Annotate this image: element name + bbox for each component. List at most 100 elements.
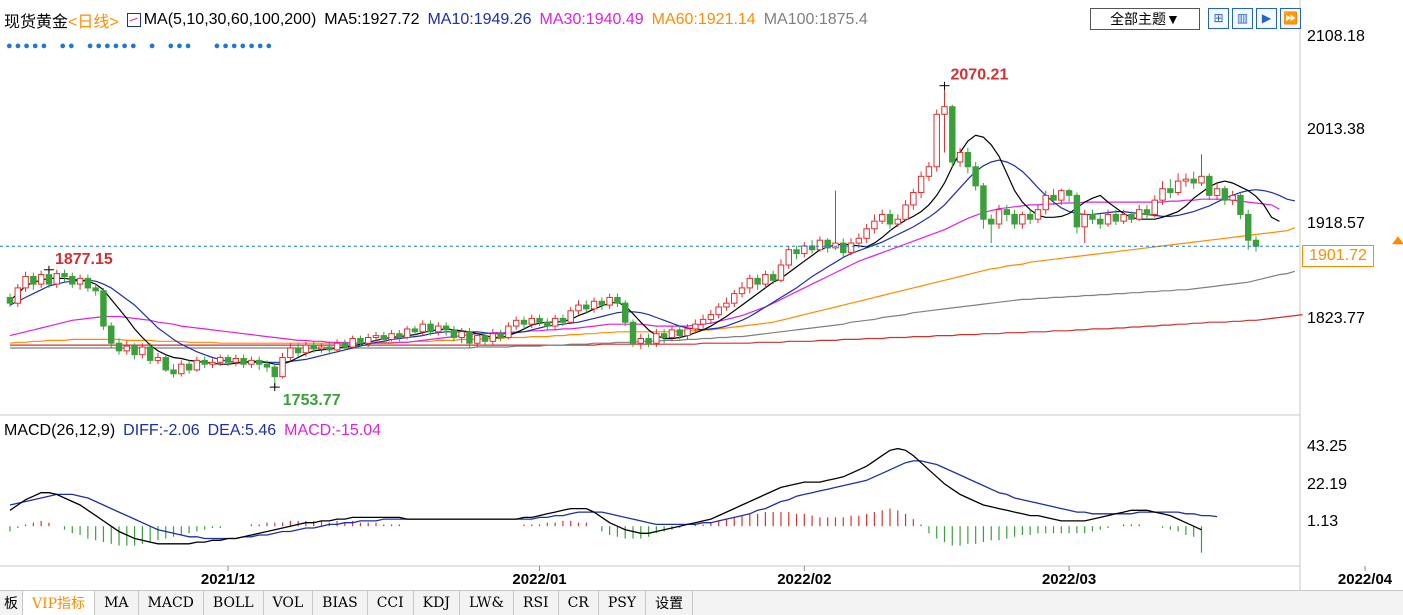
candle-body-down — [442, 325, 450, 331]
macd-dea-value: DEA:5.46 — [207, 422, 277, 439]
candle-body-up — [154, 357, 162, 361]
candle-body-down — [224, 357, 232, 363]
candle-body-down — [481, 335, 489, 342]
macd-tick-2: 22.19 — [1307, 476, 1348, 493]
candle-body-up — [1034, 209, 1042, 220]
tab-kdj[interactable]: KDJ — [414, 591, 460, 615]
play-icon[interactable]: ▶ — [1256, 8, 1277, 29]
candle-body-down — [170, 369, 177, 375]
ma5-line — [9, 134, 1280, 365]
candle-body-up — [684, 328, 691, 337]
tab-cci[interactable]: CCI — [368, 591, 414, 615]
candle-body-up — [333, 342, 341, 351]
candle-body-up — [1159, 188, 1166, 201]
main-chart-header: 现货黄金 <日线> MA(5,10,30,60,100,200) MA5:192… — [4, 8, 876, 32]
candle-body-down — [100, 290, 107, 327]
candle-body-down — [1097, 218, 1104, 225]
candle-body-up — [209, 361, 216, 365]
high-label: 2070.21 — [951, 67, 1009, 84]
tab-lw[interactable]: LW& — [460, 591, 514, 615]
tab-board[interactable]: 板 — [0, 591, 23, 615]
candle-body-up — [76, 277, 84, 285]
candle-body-up — [692, 323, 699, 330]
candle-body-down — [396, 333, 403, 339]
tab-boll[interactable]: BOLL — [204, 591, 264, 615]
candle-body-down — [1128, 213, 1135, 220]
x-tick-label-1: 2022/01 — [512, 571, 566, 588]
price-tick-1: 2108.18 — [1307, 28, 1365, 45]
candle-body-up — [248, 359, 255, 365]
candle-body-up — [1135, 209, 1143, 220]
period-selector[interactable]: <日线> — [68, 14, 119, 31]
macd-diff-value: DIFF:-2.06 — [123, 422, 200, 439]
candle-body-up — [832, 242, 839, 249]
candle-body-up — [917, 175, 925, 194]
candle-body-down — [614, 296, 621, 304]
candle-body-down — [380, 335, 388, 340]
candle-body-up — [777, 264, 785, 281]
candle-body-up — [1058, 190, 1065, 201]
candle-body-down — [185, 363, 193, 371]
grid-icon[interactable]: ⊞ — [1208, 8, 1229, 29]
chart-canvas[interactable]: 2021/12 2022/01 2022/02 2022/03 2022/04 2070.… — [0, 0, 1403, 590]
candle-body-up — [590, 300, 598, 310]
theme-select[interactable]: 全部主题▼ — [1090, 8, 1200, 30]
candle-body-up — [653, 333, 660, 344]
candle-body-down — [146, 346, 154, 361]
candle-body-up — [1120, 213, 1127, 222]
tab-bias[interactable]: BIAS — [313, 591, 368, 615]
tab-settings[interactable]: 设置 — [646, 591, 694, 615]
macd-macd-value: MACD:-15.04 — [284, 422, 382, 439]
candle-body-down — [310, 344, 317, 350]
ma-indicator-icon[interactable] — [126, 13, 141, 27]
candle-body-up — [123, 345, 131, 352]
tab-vip[interactable]: VIP指标 — [23, 591, 96, 615]
ma10-line — [9, 159, 1296, 363]
candle-body-down — [201, 359, 208, 365]
tab-cr[interactable]: CR — [559, 591, 599, 615]
candle-body-down — [559, 317, 567, 323]
candle-body-up — [1042, 194, 1049, 211]
candle-body-up — [458, 331, 465, 339]
macd-tick-1: 43.25 — [1307, 438, 1348, 455]
candle-body-up — [1182, 178, 1190, 182]
ma100-value: MA100:1875.4 — [763, 11, 868, 28]
candle-body-down — [240, 357, 247, 365]
candle-body-down — [30, 275, 37, 285]
candle-body-up — [575, 304, 582, 312]
candle-body-down — [1143, 209, 1151, 215]
ma30-line — [9, 198, 1280, 344]
tab-ma[interactable]: MA — [95, 591, 139, 615]
tab-macd[interactable]: MACD — [139, 591, 204, 615]
x-tick-label-2: 2022/02 — [777, 571, 831, 588]
candle-body-down — [754, 277, 761, 285]
tab-rsi[interactable]: RSI — [514, 591, 559, 615]
candle-body-up — [738, 287, 746, 295]
candle-body-down — [1167, 188, 1174, 194]
ma-params[interactable]: MA(5,10,30,60,100,200) — [143, 11, 317, 28]
tab-vol[interactable]: VOL — [264, 591, 314, 615]
price-tick-3: 1918.57 — [1307, 215, 1365, 232]
candle-body-up — [902, 204, 909, 220]
candle-body-up — [551, 317, 559, 327]
tab-psy[interactable]: PSY — [599, 591, 647, 615]
candle-body-up — [1174, 180, 1182, 194]
candle-body-up — [715, 306, 722, 316]
macd-params[interactable]: MACD(26,12,9) — [4, 422, 116, 439]
candle-body-down — [131, 345, 138, 356]
low-label: 1753.77 — [283, 392, 341, 409]
candle-body-down — [326, 346, 333, 351]
candle-body-down — [1190, 178, 1197, 184]
columns-icon[interactable]: ▥ — [1232, 8, 1253, 29]
candle-body-down — [45, 274, 53, 285]
price-tick-4: 1823.77 — [1307, 310, 1365, 327]
candle-body-up — [731, 293, 738, 304]
candle-body-up — [723, 302, 730, 308]
candle-body-up — [279, 357, 286, 378]
candle-body-down — [271, 366, 279, 378]
candle-body-down — [1112, 213, 1120, 222]
candle-body-down — [1206, 175, 1213, 196]
candle-body-up — [372, 335, 380, 339]
fast-forward-icon[interactable]: ⏩ — [1280, 8, 1301, 29]
candle-body-down — [964, 151, 972, 168]
